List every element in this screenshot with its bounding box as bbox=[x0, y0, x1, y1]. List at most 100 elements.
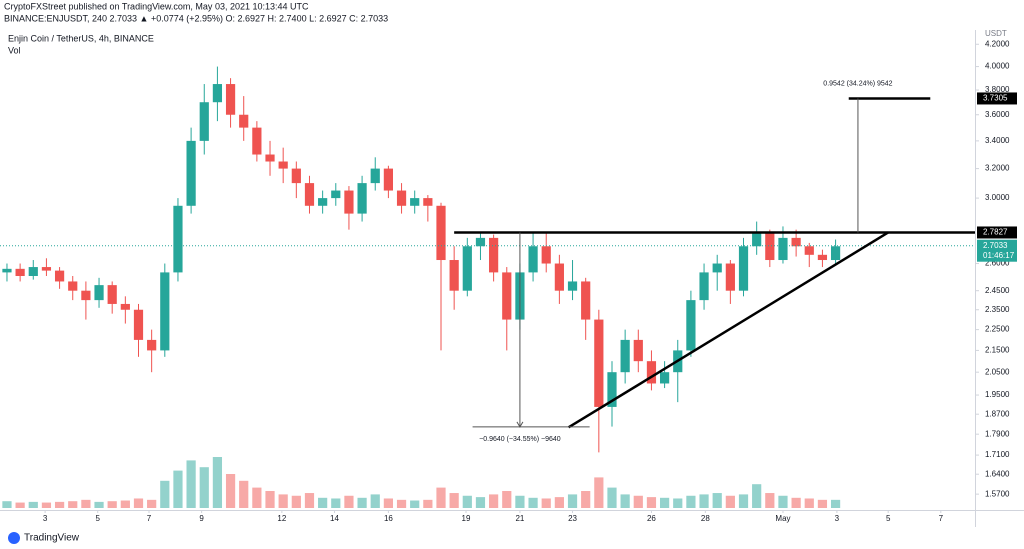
candle-body bbox=[160, 272, 170, 351]
volume-bar bbox=[54, 501, 65, 508]
volume-bar bbox=[673, 498, 683, 508]
brand: TradingView bbox=[24, 533, 80, 544]
volume-bar bbox=[147, 499, 157, 508]
volume-bar bbox=[304, 493, 315, 508]
candle-body bbox=[607, 372, 617, 407]
volume-bar bbox=[436, 487, 446, 508]
candle-body bbox=[331, 190, 341, 199]
volume-bar bbox=[199, 467, 209, 508]
candle-body bbox=[830, 246, 841, 261]
candle-body bbox=[120, 303, 130, 310]
volume-bar bbox=[173, 470, 183, 508]
volume-bar bbox=[489, 494, 499, 508]
x-tick-label: 23 bbox=[568, 514, 577, 523]
x-tick-label: 9 bbox=[199, 514, 204, 523]
volume-bar bbox=[370, 494, 380, 508]
y-tick-label: 4.2000 bbox=[985, 39, 1010, 48]
volume-bar bbox=[410, 500, 420, 508]
candle-body bbox=[54, 270, 65, 282]
y-tick-label: 1.6400 bbox=[985, 469, 1010, 478]
volume-bar bbox=[107, 501, 117, 508]
candle-body bbox=[594, 319, 604, 407]
x-tick-label: 7 bbox=[939, 514, 944, 523]
y-tick-label: 2.3500 bbox=[985, 305, 1010, 314]
published: CryptoFXStreet published on TradingView.… bbox=[4, 1, 309, 11]
candle-body bbox=[15, 268, 25, 277]
volume-bar bbox=[686, 495, 696, 508]
volume-bar bbox=[633, 495, 643, 508]
candle-body bbox=[462, 246, 472, 291]
volume-bar bbox=[554, 497, 564, 508]
candle-body bbox=[554, 263, 564, 291]
volume-bar bbox=[41, 502, 52, 508]
candle-body bbox=[791, 237, 801, 247]
volume-bar bbox=[212, 457, 223, 508]
y-tick-label: 2.4500 bbox=[985, 286, 1010, 295]
candle-body bbox=[107, 285, 117, 304]
volume-bar bbox=[28, 501, 38, 508]
trendline bbox=[567, 231, 889, 429]
candle-body bbox=[344, 190, 354, 214]
candle-body bbox=[738, 246, 749, 291]
candle-body bbox=[357, 183, 367, 214]
target-label: 3.7305 bbox=[983, 94, 1008, 103]
brand-logo: TradingView bbox=[8, 532, 80, 544]
candle-body bbox=[633, 339, 643, 362]
volume-bar bbox=[133, 498, 144, 508]
volume-bar bbox=[804, 498, 814, 508]
volume-bar bbox=[699, 494, 709, 508]
target-box bbox=[977, 92, 1017, 105]
candle-body bbox=[81, 290, 91, 301]
volume-bar bbox=[830, 499, 841, 508]
quote: BINANCE:ENJUSDT, 240 2.7033 ▲ +0.0774 (+… bbox=[4, 13, 388, 23]
candle-body bbox=[410, 198, 420, 206]
volume-bar bbox=[94, 501, 104, 508]
y-tick-label: 3.8000 bbox=[985, 85, 1010, 94]
candle-body bbox=[712, 263, 722, 273]
candle-body bbox=[646, 361, 657, 384]
candle-body bbox=[752, 232, 762, 247]
volume-bar bbox=[265, 491, 275, 508]
y-tick-label: 2.2500 bbox=[985, 325, 1010, 334]
candle-body bbox=[659, 372, 670, 384]
volume-bar bbox=[778, 495, 788, 508]
candle-body bbox=[133, 309, 144, 340]
volume-bar bbox=[239, 480, 249, 508]
volume-bar bbox=[291, 495, 301, 508]
volume-bar bbox=[81, 499, 91, 508]
volume-bar bbox=[120, 500, 130, 508]
x-tick-label: 28 bbox=[701, 514, 710, 523]
volume-bar bbox=[278, 494, 288, 508]
y-tick-label: 1.9500 bbox=[985, 390, 1010, 399]
candle-body bbox=[68, 281, 78, 291]
candle-body bbox=[28, 267, 38, 277]
candle-body bbox=[423, 198, 433, 206]
candle-body bbox=[567, 281, 578, 291]
volume-bar bbox=[396, 499, 407, 508]
candle-body bbox=[278, 161, 288, 169]
candle-body bbox=[541, 246, 551, 264]
candle-body bbox=[528, 246, 538, 273]
volume-bar bbox=[502, 491, 512, 508]
volume-bar bbox=[738, 494, 749, 508]
volume-bar bbox=[712, 493, 722, 508]
candle-body bbox=[449, 260, 459, 291]
candle-body bbox=[304, 183, 315, 206]
volume-bar bbox=[383, 498, 393, 508]
volume-bar bbox=[331, 498, 341, 508]
candle-body bbox=[383, 168, 393, 191]
candle-body bbox=[502, 272, 512, 320]
candle-body bbox=[581, 281, 591, 320]
candle-body bbox=[2, 268, 12, 273]
volume-bar bbox=[594, 477, 604, 508]
volume-bar bbox=[160, 480, 170, 508]
logo-icon bbox=[8, 532, 20, 544]
candle-body bbox=[147, 339, 157, 351]
volume-bar bbox=[791, 497, 801, 508]
candle-body bbox=[370, 168, 380, 184]
candle-body bbox=[396, 190, 407, 206]
volume-bar bbox=[357, 497, 367, 508]
candle-body bbox=[94, 285, 104, 301]
candle-body bbox=[291, 168, 301, 184]
volume-bar bbox=[423, 499, 433, 508]
